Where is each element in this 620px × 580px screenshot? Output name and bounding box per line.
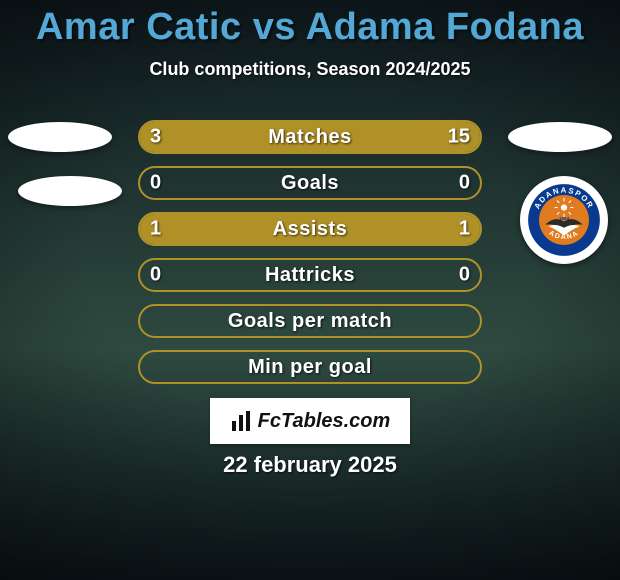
stat-value-right: 1 xyxy=(459,218,470,241)
stat-label: Matches xyxy=(268,126,352,149)
content: Amar Catic vs Adama Fodana Club competit… xyxy=(0,0,620,580)
player1-club-placeholder-2 xyxy=(18,176,122,206)
title-vs: vs xyxy=(253,6,296,48)
title-player2: Adama Fodana xyxy=(306,6,584,48)
brand-text: FcTables.com xyxy=(258,410,391,433)
stat-label: Goals per match xyxy=(228,310,392,333)
stat-value-left: 0 xyxy=(150,264,161,287)
stat-value-left: 0 xyxy=(150,172,161,195)
date: 22 february 2025 xyxy=(0,452,620,478)
stat-bar-fill-left xyxy=(140,122,196,152)
stat-row: Goals per match xyxy=(138,304,482,338)
stat-row: Min per goal xyxy=(138,350,482,384)
stat-label: Goals xyxy=(281,172,339,195)
page-title: Amar Catic vs Adama Fodana xyxy=(0,6,620,49)
bars-chart-icon xyxy=(230,409,254,433)
svg-text:1954: 1954 xyxy=(559,216,570,221)
brand-box: FcTables.com xyxy=(210,398,410,444)
stat-row: Assists 1 1 xyxy=(138,212,482,246)
stat-row: Hattricks 0 0 xyxy=(138,258,482,292)
title-player1: Amar Catic xyxy=(36,6,242,48)
brand: FcTables.com xyxy=(230,409,391,433)
stat-value-right: 0 xyxy=(459,264,470,287)
stat-bars: Matches315Goals00Assists11Hattricks00Goa… xyxy=(138,120,482,396)
stat-label: Assists xyxy=(273,218,348,241)
stat-value-left: 1 xyxy=(150,218,161,241)
stat-label: Min per goal xyxy=(248,356,372,379)
stat-value-right: 15 xyxy=(448,126,470,149)
stat-row: Matches 3 15 xyxy=(138,120,482,154)
adanaspor-badge-icon: ADANASPOR ADANA 1954 xyxy=(525,181,603,259)
stat-row: Goals 0 0 xyxy=(138,166,482,200)
stat-label: Hattricks xyxy=(265,264,355,287)
stat-value-left: 3 xyxy=(150,126,161,149)
subtitle: Club competitions, Season 2024/2025 xyxy=(0,59,620,80)
player2-club-badge: ADANASPOR ADANA 1954 xyxy=(520,176,608,264)
stat-value-right: 0 xyxy=(459,172,470,195)
player1-club-placeholder-1 xyxy=(8,122,112,152)
player2-club-placeholder-1 xyxy=(508,122,612,152)
